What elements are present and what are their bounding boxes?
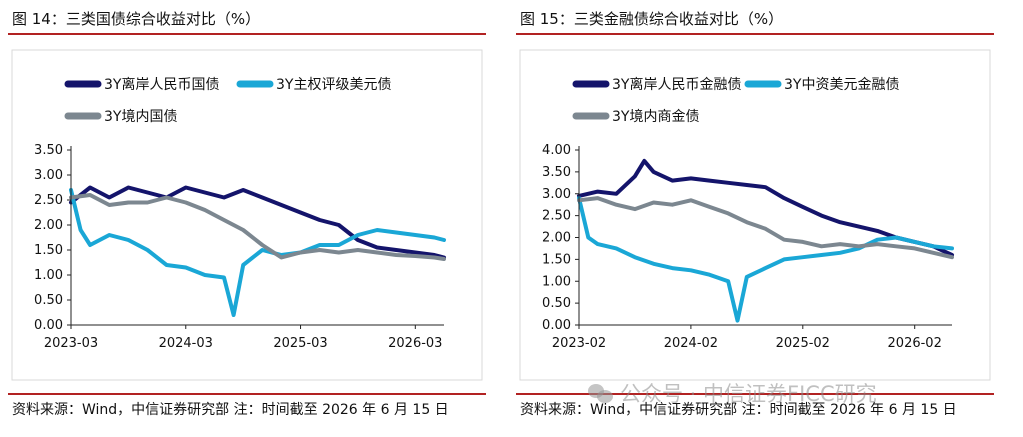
series-line-1: [69, 188, 446, 317]
y-tick-label: 1.50: [34, 243, 63, 258]
x-tick-label: 2024-02: [664, 336, 718, 351]
x-tick-label: 2023-03: [44, 336, 98, 351]
legend-label: 3Y境内国债: [104, 109, 177, 125]
figure-14: 图 14：三类国债综合收益对比（%） 3Y离岸人民币国债 3Y主权评级美元债 3Y境…: [8, 0, 488, 437]
y-tick-label: 2.50: [542, 209, 571, 224]
x-tick-label: 2025-03: [273, 336, 327, 351]
legend-label: 3Y境内商金债: [612, 109, 699, 125]
watermark-text: 公众号 · 中信证券FICC研究: [620, 382, 877, 406]
y-tick-label: 0.50: [542, 296, 571, 311]
legend-label: 3Y离岸人民币国债: [104, 76, 219, 93]
chart-frame: [11, 49, 483, 381]
y-tick-label: 0.00: [34, 318, 63, 333]
watermark: 公众号 · 中信证券FICC研究: [588, 378, 877, 408]
figure-title: 图 15：三类金融债综合收益对比（%）: [520, 10, 784, 28]
x-tick-label: 2023-02: [552, 336, 606, 351]
y-tick-label: 0.50: [34, 293, 63, 308]
chart-14: 3Y离岸人民币国债 3Y主权评级美元债 3Y境内国债 0.00 0.50 1.00 1.50…: [11, 49, 483, 381]
source-divider: [8, 393, 486, 395]
legend-label: 3Y主权评级美元债: [276, 77, 391, 93]
y-tick-label: 1.50: [542, 252, 571, 267]
figure-15: 图 15：三类金融债综合收益对比（%） 3Y离岸人民币金融债 3Y中资美元金融债 3…: [516, 0, 996, 437]
series-line-0: [577, 158, 954, 257]
title-divider: [516, 33, 994, 35]
y-tick-label: 1.00: [34, 268, 63, 283]
series-line-0: [69, 185, 446, 260]
legend-label: 3Y中资美元金融债: [784, 77, 899, 93]
series-line-2: [577, 196, 954, 260]
y-tick-label: 3.00: [34, 168, 63, 183]
legend-label: 3Y离岸人民币金融债: [612, 76, 741, 93]
y-tick-label: 2.50: [34, 193, 63, 208]
y-tick-label: 0.00: [542, 318, 571, 333]
chart-15: 3Y离岸人民币金融债 3Y中资美元金融债 3Y境内商金债 0.00 0.50 1.00 1.…: [519, 49, 991, 381]
x-tick-label: 2026-02: [888, 336, 942, 351]
y-tick-label: 2.00: [542, 231, 571, 246]
source-note: 资料来源：Wind，中信证券研究部 注：时间截至 2026 年 6 月 15 日: [520, 402, 957, 418]
y-tick-label: 3.50: [542, 165, 571, 180]
x-tick-label: 2026-03: [388, 336, 442, 351]
y-tick-label: 1.00: [542, 274, 571, 289]
series-line-2: [69, 193, 446, 261]
x-tick-label: 2025-02: [776, 336, 830, 351]
y-tick-label: 3.50: [34, 143, 63, 158]
y-tick-label: 2.00: [34, 218, 63, 233]
wechat-icon: [588, 382, 614, 404]
y-tick-label: 3.00: [542, 187, 571, 202]
figure-title: 图 14：三类国债综合收益对比（%）: [12, 10, 261, 28]
series-line-1: [577, 196, 954, 323]
y-tick-label: 4.00: [542, 143, 571, 158]
chart-frame: [519, 49, 991, 381]
source-divider: [516, 393, 994, 395]
source-note: 资料来源：Wind，中信证券研究部 注：时间截至 2026 年 6 月 15 日: [12, 402, 449, 418]
title-divider: [8, 33, 486, 35]
x-tick-label: 2024-03: [159, 336, 213, 351]
